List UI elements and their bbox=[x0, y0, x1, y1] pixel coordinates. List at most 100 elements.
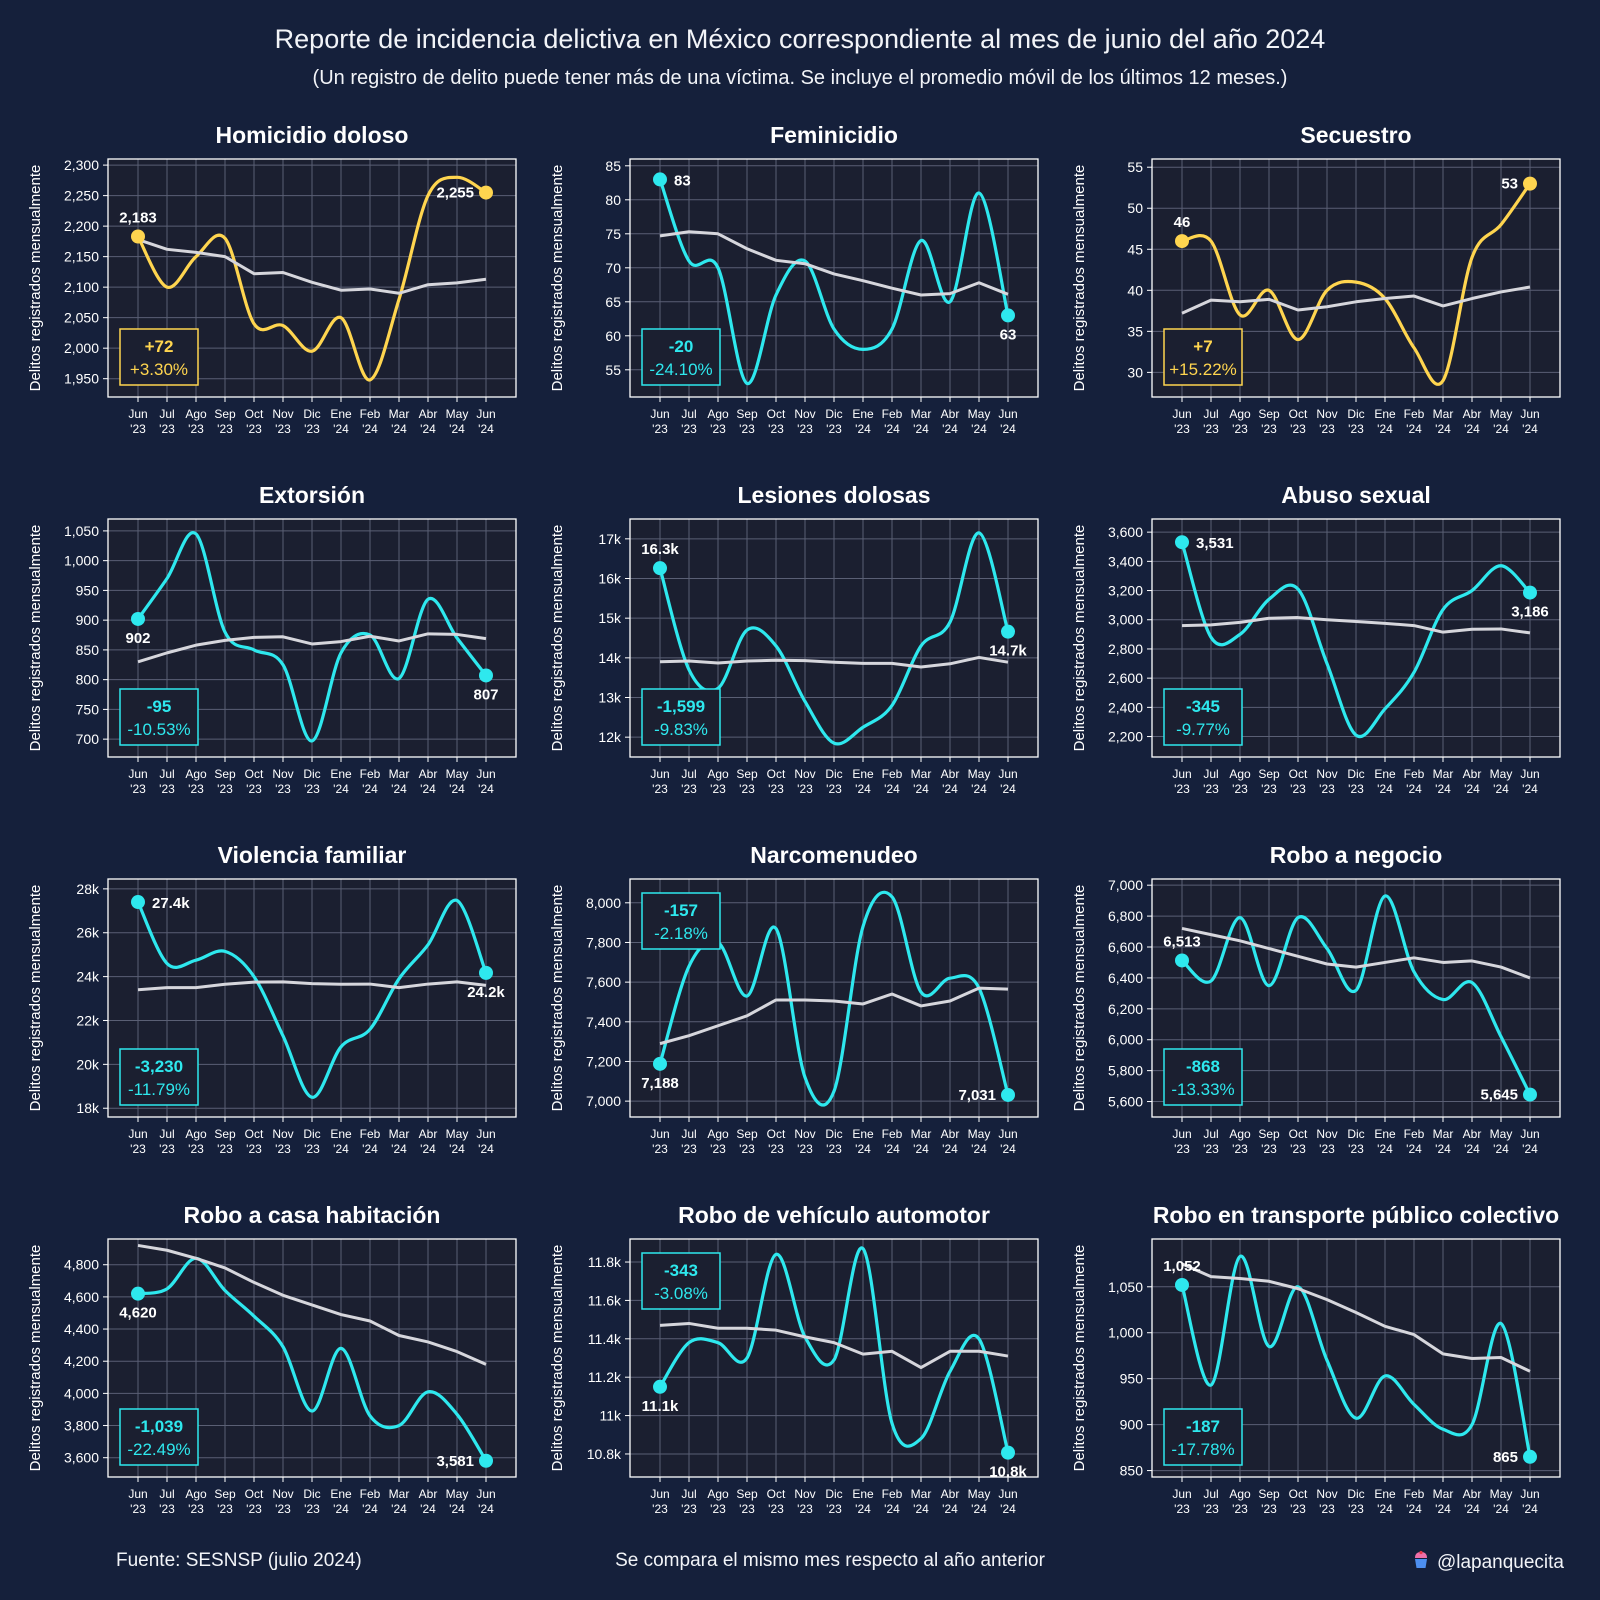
x-tick-label: Nov '23 bbox=[794, 407, 815, 436]
moving-average-line bbox=[659, 230, 1009, 297]
chart-homicidio-doloso: Homicidio doloso Delitos registrados mens… bbox=[27, 122, 517, 436]
x-tick-label-line: Jul bbox=[681, 407, 696, 421]
x-tick-label-line: '23 bbox=[710, 1502, 726, 1516]
x-tick-label-line: Sep bbox=[1258, 407, 1280, 421]
x-tick-label-line: '24 bbox=[478, 422, 494, 436]
x-tick-label-line: '23 bbox=[768, 782, 784, 796]
x-tick-label-line: '23 bbox=[159, 1142, 175, 1156]
x-tick-label-line: Abr bbox=[419, 407, 438, 421]
x-tick-label: May '24 bbox=[1490, 1127, 1513, 1156]
x-tick-label-line: Jun bbox=[1172, 1487, 1191, 1501]
start-marker bbox=[653, 1379, 667, 1394]
change-absolute: -3,230 bbox=[135, 1057, 183, 1076]
y-tick-label: 65 bbox=[605, 294, 621, 310]
x-tick-label: Abr '24 bbox=[419, 1487, 438, 1516]
x-tick-label-line: '23 bbox=[826, 422, 842, 436]
x-tick-label-line: May bbox=[968, 1127, 991, 1141]
series-group bbox=[136, 530, 488, 743]
series-group bbox=[1180, 1254, 1532, 1458]
change-percent: +3.30% bbox=[130, 360, 188, 379]
x-tick-label-line: '24 bbox=[333, 1142, 349, 1156]
x-tick-label: Jun '23 bbox=[650, 1127, 669, 1156]
x-tick-label-line: Jun bbox=[650, 1487, 669, 1501]
x-tick-label: Nov '23 bbox=[794, 767, 815, 796]
footer-note: Se compara el mismo mes respecto al año … bbox=[615, 1550, 1045, 1571]
change-box: -20 -24.10% bbox=[641, 328, 721, 386]
change-absolute: -1,039 bbox=[135, 1417, 183, 1436]
x-tick-label-line: '23 bbox=[652, 1142, 668, 1156]
x-tick-label: Jun '24 bbox=[476, 1127, 495, 1156]
x-tick-label-line: Jun bbox=[998, 1487, 1017, 1501]
x-tick-label: Nov '23 bbox=[272, 767, 293, 796]
x-tick-label: Nov '23 bbox=[272, 1487, 293, 1516]
x-tick-label: Sep '23 bbox=[1258, 767, 1280, 796]
x-tick-label-line: Abr bbox=[1463, 767, 1482, 781]
y-tick-label: 7,800 bbox=[586, 934, 621, 950]
x-tick-label-line: Jul bbox=[159, 767, 174, 781]
x-tick-label-line: '24 bbox=[1000, 1502, 1016, 1516]
x-tick-label: Ago '23 bbox=[1229, 1487, 1251, 1516]
x-tick-label-line: Jul bbox=[1203, 1487, 1218, 1501]
y-tick-label: 15k bbox=[598, 610, 622, 626]
x-tick-label: Ene '24 bbox=[330, 1127, 352, 1156]
end-value-label: 53 bbox=[1501, 176, 1518, 193]
chart-title: Narcomenudeo bbox=[750, 842, 917, 868]
x-tick-label-line: Feb bbox=[882, 407, 903, 421]
change-box: -343 -3.08% bbox=[641, 1252, 721, 1310]
x-tick-label: May '24 bbox=[446, 767, 469, 796]
x-tick-label-line: '23 bbox=[1203, 1142, 1219, 1156]
y-tick-label: 3,400 bbox=[1108, 553, 1143, 569]
series-group bbox=[658, 178, 1010, 386]
x-tick-label: Oct '23 bbox=[767, 1487, 786, 1516]
x-tick-label-line: May bbox=[968, 767, 991, 781]
x-tick-label-line: Nov bbox=[1316, 1127, 1337, 1141]
x-tick-label-line: '24 bbox=[1435, 782, 1451, 796]
chart-secuestro: Secuestro Delitos registrados mensualment… bbox=[1071, 122, 1561, 436]
x-tick-label-line: '24 bbox=[942, 1142, 958, 1156]
y-tick-label: 7,400 bbox=[586, 1014, 621, 1030]
x-tick-label-line: '24 bbox=[971, 782, 987, 796]
x-tick-label-line: Jun bbox=[998, 407, 1017, 421]
x-tick-label-line: Oct bbox=[1289, 1127, 1308, 1141]
x-tick-label-line: Ene bbox=[330, 1127, 352, 1141]
y-tick-label: 700 bbox=[76, 731, 100, 747]
x-tick-label-line: Jun bbox=[476, 767, 495, 781]
x-tick-label: Mar '24 bbox=[1433, 407, 1454, 436]
x-tick-label-line: Ene bbox=[330, 407, 352, 421]
x-tick-label-line: '23 bbox=[710, 1142, 726, 1156]
x-tick-label-line: Ene bbox=[330, 1487, 352, 1501]
chart-title: Robo a casa habitación bbox=[184, 1202, 441, 1228]
x-tick-label-line: Abr bbox=[419, 1487, 438, 1501]
x-tick-label: Abr '24 bbox=[1463, 767, 1482, 796]
x-tick-label-line: '24 bbox=[942, 422, 958, 436]
change-box-frame bbox=[1163, 1048, 1243, 1106]
x-tick-label-line: '24 bbox=[449, 1142, 465, 1156]
x-tick-label: Ene '24 bbox=[330, 767, 352, 796]
x-tick-label-line: Sep bbox=[214, 407, 236, 421]
x-tick-label: Nov '23 bbox=[1316, 1127, 1337, 1156]
chart-narcomenudeo: Narcomenudeo Delitos registrados mensualm… bbox=[549, 842, 1039, 1156]
y-tick-label: 20k bbox=[76, 1056, 100, 1072]
x-tick-label: Nov '23 bbox=[1316, 767, 1337, 796]
y-tick-label: 14k bbox=[598, 650, 622, 666]
x-tick-label-line: May bbox=[446, 1127, 469, 1141]
series-group bbox=[1181, 182, 1532, 386]
x-tick-label-line: Dic bbox=[825, 407, 842, 421]
x-tick-label-line: '24 bbox=[884, 422, 900, 436]
y-axis-label: Delitos registrados mensualmente bbox=[27, 1245, 44, 1472]
change-box: -157 -2.18% bbox=[641, 892, 721, 950]
x-tick-label-line: Dic bbox=[303, 1487, 320, 1501]
y-tick-label: 11.6k bbox=[588, 1292, 622, 1308]
x-tick-label-line: '23 bbox=[304, 1142, 320, 1156]
y-axis-label: Delitos registrados mensualmente bbox=[549, 525, 566, 752]
x-tick-label-line: '24 bbox=[913, 1142, 929, 1156]
change-percent: +15.22% bbox=[1169, 360, 1237, 379]
x-tick-label-line: '23 bbox=[130, 422, 146, 436]
x-tick-label-line: '23 bbox=[130, 1142, 146, 1156]
x-tick-label-line: '24 bbox=[478, 782, 494, 796]
x-tick-label-line: '23 bbox=[1348, 1142, 1364, 1156]
y-tick-label: 5,600 bbox=[1108, 1094, 1143, 1110]
x-tick-label-line: Nov bbox=[272, 1127, 293, 1141]
x-tick-label-line: '24 bbox=[1406, 422, 1422, 436]
y-tick-label: 750 bbox=[76, 701, 100, 717]
